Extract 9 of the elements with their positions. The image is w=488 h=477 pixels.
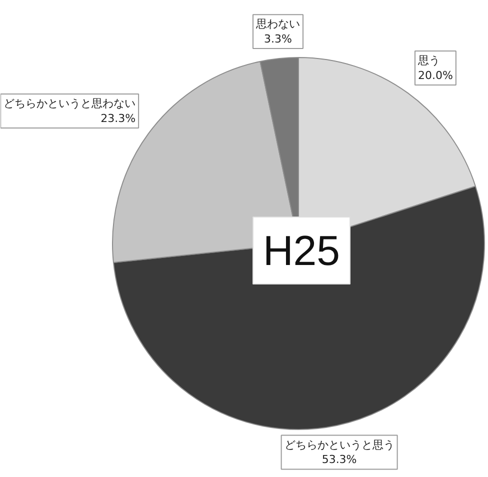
slice-label: どちらかというと思う xyxy=(284,438,394,452)
text: H25 xyxy=(262,227,340,274)
data-label: 3.3% xyxy=(264,32,292,46)
data-label: 20.0% xyxy=(418,69,453,82)
slice-label: 思わない xyxy=(254,18,300,31)
slice-label: 思う xyxy=(416,54,440,68)
data-label: 23.3% xyxy=(100,112,136,125)
data-label: 53.3% xyxy=(322,453,357,466)
slice-label: どちらかというと思わない xyxy=(4,96,136,110)
